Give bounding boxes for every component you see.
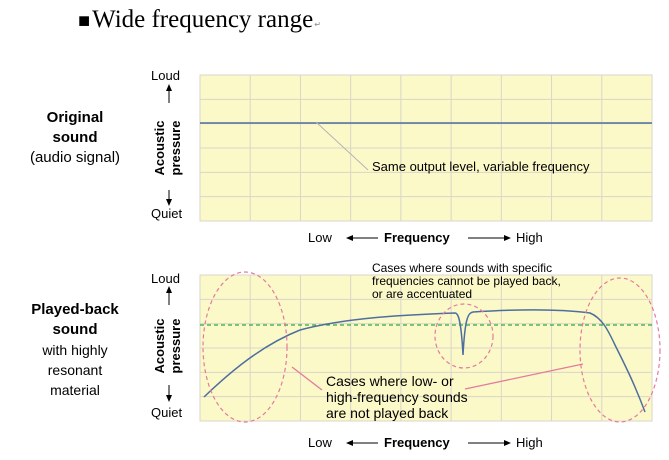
heading-title: Wide frequency range xyxy=(92,6,314,33)
high-leader-line xyxy=(464,363,584,390)
top-x-low-label: Low xyxy=(308,230,332,245)
range-annotation-line3: are not played back xyxy=(326,405,449,421)
bottom-frequency-response-curve xyxy=(203,309,646,413)
top-x-axis-title: Frequency xyxy=(384,230,450,245)
top-y-axis-title-line2: pressure xyxy=(168,121,183,176)
played-label-line4: resonant xyxy=(47,362,103,378)
original-sound-label: Original sound (audio signal) xyxy=(20,108,130,168)
original-label-line3: (audio signal) xyxy=(29,149,121,166)
bottom-plot-area xyxy=(199,271,661,423)
bottom-loud-label: Loud xyxy=(151,271,180,286)
resonance-annotation: Cases where sounds with specific frequen… xyxy=(372,262,561,301)
low-leader-line xyxy=(291,366,323,391)
played-label-line2: sound xyxy=(52,321,98,338)
square-bullet-icon: ■ xyxy=(78,10,91,32)
top-plot-area xyxy=(199,74,653,222)
slide-heading: ■Wide frequency range↵ xyxy=(78,6,321,34)
range-annotation-line1: Cases where low- or xyxy=(326,373,454,389)
resonance-annotation-line3: or are accentuated xyxy=(372,287,473,301)
bottom-x-low-label: Low xyxy=(308,435,332,450)
top-loud-label: Loud xyxy=(151,68,180,83)
top-y-axis-title-line1: Acoustic xyxy=(152,121,167,176)
played-back-sound-label: Played-back sound with highly resonant m… xyxy=(15,300,135,400)
range-annotation: Cases where low- or high-frequency sound… xyxy=(326,373,468,421)
original-label-line2: sound xyxy=(52,129,98,146)
top-annotation-leader xyxy=(315,121,369,171)
bottom-x-axis-title: Frequency xyxy=(384,435,450,450)
resonance-annotation-line1: Cases where sounds with specific xyxy=(372,261,553,275)
top-x-high-label: High xyxy=(516,230,543,245)
bottom-y-axis-title-line2: pressure xyxy=(168,319,183,374)
resonance-dip-ellipse xyxy=(434,303,494,369)
bottom-plot-grid xyxy=(200,275,652,421)
bottom-x-high-label: High xyxy=(516,435,543,450)
original-label-line1: Original xyxy=(46,109,104,126)
bottom-y-axis-title-line1: Acoustic xyxy=(152,319,167,374)
played-label-line1: Played-back xyxy=(31,301,119,318)
range-annotation-line2: high-frequency sounds xyxy=(326,389,468,405)
top-quiet-label: Quiet xyxy=(151,206,183,221)
resonance-annotation-line2: frequencies cannot be played back, xyxy=(372,274,561,288)
played-label-line3: with highly xyxy=(42,342,108,358)
played-label-line5: material xyxy=(50,382,100,398)
high-frequency-ellipse xyxy=(579,277,661,423)
low-frequency-ellipse xyxy=(202,271,288,423)
return-mark-icon: ↵ xyxy=(314,20,321,29)
top-annotation: Same output level, variable frequency xyxy=(372,159,590,174)
bottom-quiet-label: Quiet xyxy=(151,405,183,420)
